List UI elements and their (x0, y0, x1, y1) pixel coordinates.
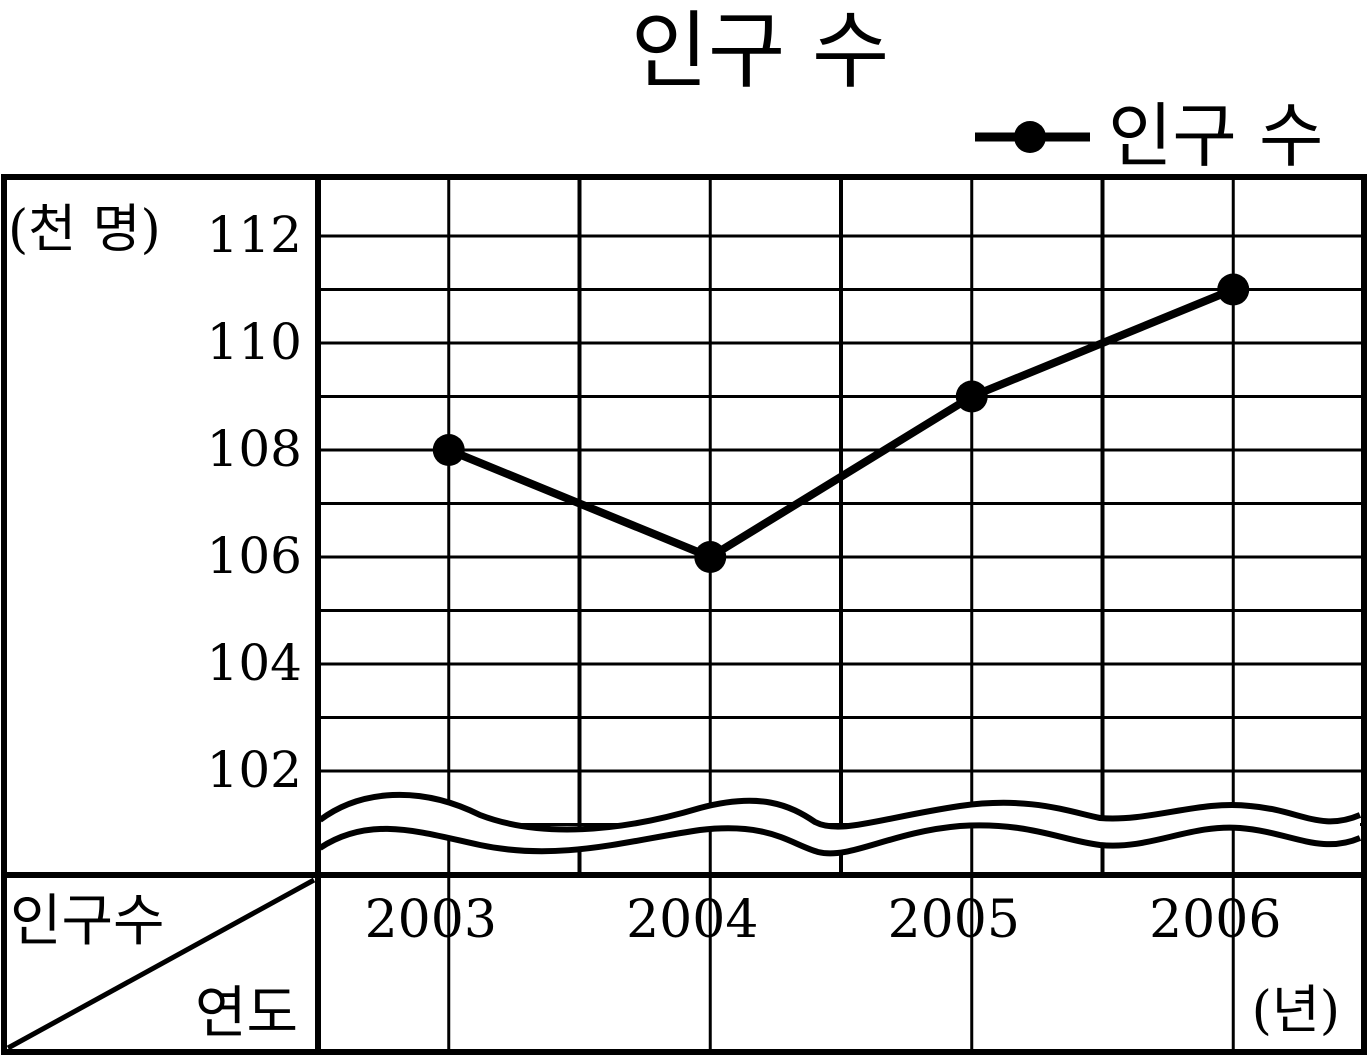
y-tick-label: 104 (207, 634, 302, 692)
y-tick-label: 112 (207, 206, 302, 264)
x-tick-label: 2004 (626, 890, 758, 950)
axis-break-fill (320, 794, 1360, 854)
legend-dot-marker (1014, 121, 1046, 153)
x-axis-unit-label: (년) (1252, 981, 1340, 1041)
axis-break-upper-wave (318, 791, 1362, 833)
legend-label: 인구 수 (1108, 95, 1323, 177)
chart-title: 인구 수 (631, 2, 890, 100)
data-point (694, 541, 727, 573)
outer-border (1, 174, 1367, 1055)
legend: 인구 수 (975, 95, 1323, 177)
x-tick-label: 2003 (365, 890, 497, 950)
y-axis-unit-label: (천 명) (8, 200, 161, 260)
corner-label-year: 연도 (195, 981, 298, 1046)
corner-label-population: 인구수 (10, 889, 165, 954)
data-point (432, 434, 465, 466)
chart-frame (1, 174, 1367, 1055)
x-tick-label: 2005 (888, 890, 1020, 950)
axis-break-lower-wave (318, 822, 1362, 857)
corner-diagonal (6, 877, 316, 1051)
series-population (432, 273, 1250, 573)
y-tick-label: 110 (207, 313, 302, 371)
vertical-gridlines (447, 177, 1235, 1052)
y-tick-label: 102 (207, 741, 302, 799)
data-point (955, 380, 988, 413)
x-tick-labels: 2003 2004 2005 2006 (365, 890, 1282, 950)
y-tick-label: 108 (207, 420, 302, 478)
series-line (447, 285, 1235, 561)
axis-break (318, 791, 1362, 857)
x-tick-label: 2006 (1149, 890, 1281, 950)
y-tick-label: 106 (207, 527, 302, 585)
data-point (1217, 273, 1250, 306)
y-tick-labels: 112 110 108 106 104 102 (207, 206, 302, 799)
